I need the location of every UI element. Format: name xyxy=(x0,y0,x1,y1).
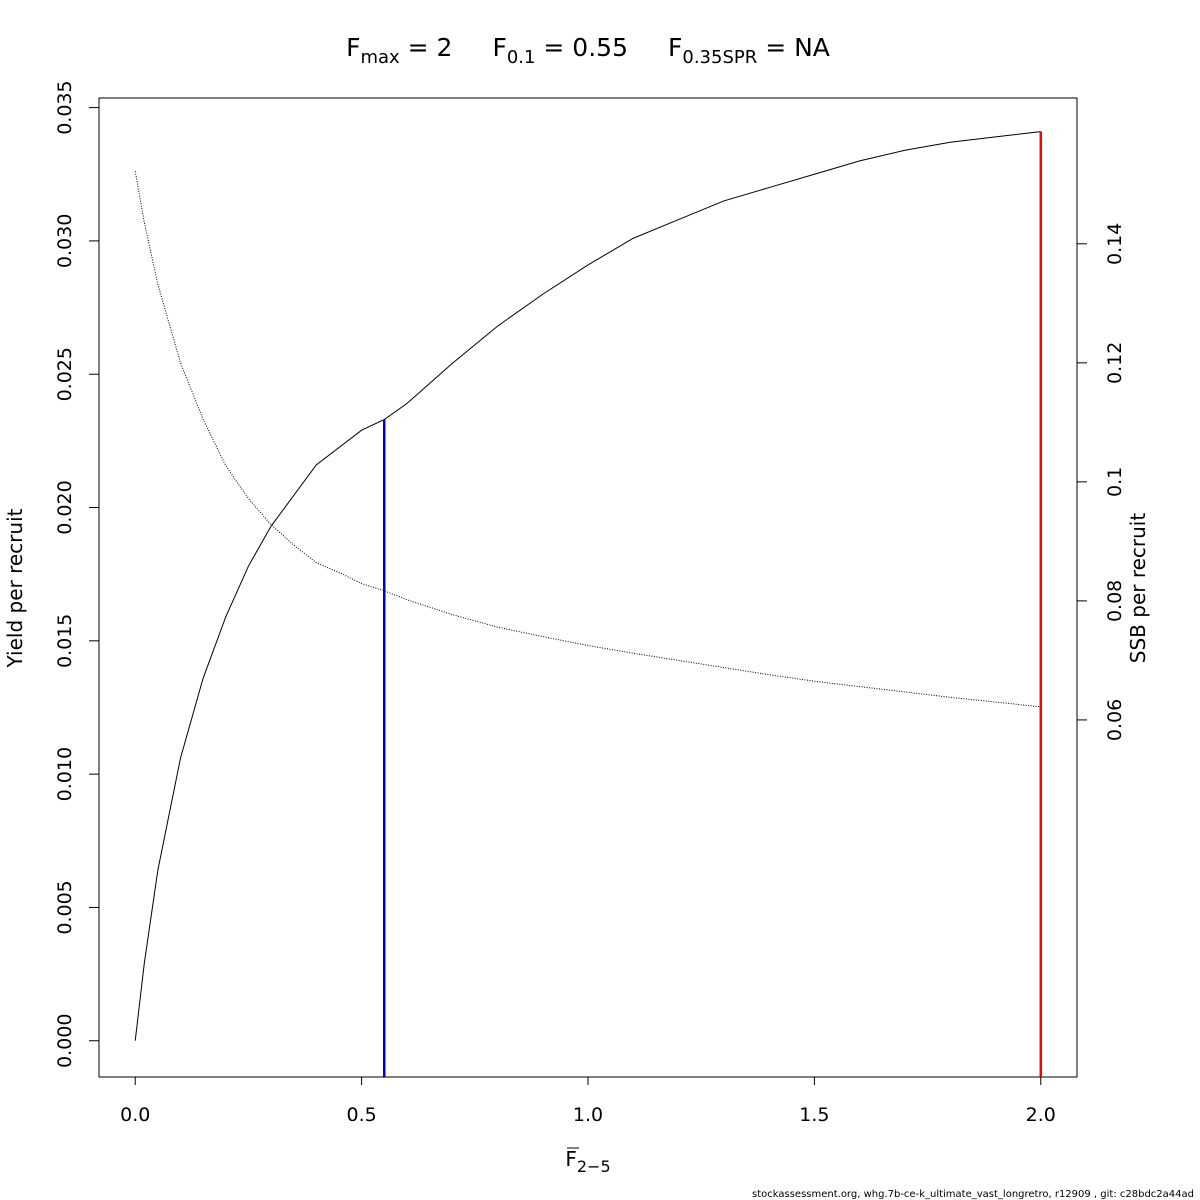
ssb-per-recruit-curve xyxy=(134,171,1041,708)
y-axis-title: Yield per recruit xyxy=(3,508,27,668)
title-symbol: F xyxy=(668,33,682,62)
y-tick-label: 0.015 xyxy=(54,614,76,668)
chart-title: Fmax = 2 F0.1 = 0.55 F0.35SPR = NA xyxy=(346,33,830,68)
title-subscript: 0.1 xyxy=(507,47,536,68)
y-axis-left: 0.000 0.005 0.010 0.015 0.020 0.025 0.030 0.035 xyxy=(54,80,100,1068)
reference-lines xyxy=(383,131,1043,1077)
y2-tick-label: 0.08 xyxy=(1104,580,1126,622)
x-tick-label: 1.5 xyxy=(799,1104,829,1126)
y2-tick-label: 0.14 xyxy=(1104,223,1126,265)
series-group xyxy=(134,131,1041,1041)
yield-per-recruit-curve xyxy=(134,131,1041,1041)
y-tick-label: 0.010 xyxy=(54,747,76,801)
x-title-subscript: 2−5 xyxy=(577,1157,611,1176)
title-subscript: max xyxy=(360,47,400,68)
plot-frame xyxy=(98,97,1078,1078)
title-symbol: F xyxy=(346,33,360,62)
x-tick-label: 1.0 xyxy=(573,1104,603,1126)
y2-tick-label: 0.12 xyxy=(1104,342,1126,384)
title-subscript: 0.35SPR xyxy=(682,47,757,68)
x-tick-label: 0.5 xyxy=(347,1104,377,1126)
title-text: Fmax = 2 F0.1 = 0.55 F0.35SPR = NA xyxy=(346,33,830,68)
y-tick-label: 0.000 xyxy=(54,1014,76,1068)
y-axis-right: 0.06 0.08 0.1 0.12 0.14 xyxy=(1076,223,1126,741)
x-title-symbol: F xyxy=(565,1147,577,1171)
y-tick-label: 0.035 xyxy=(54,80,76,134)
x-axis-title: F2−5 xyxy=(565,1147,610,1176)
x-tick-label: 2.0 xyxy=(1026,1104,1056,1126)
y2-axis-title: SSB per recruit xyxy=(1126,513,1150,664)
title-value: = 2 xyxy=(400,33,453,62)
x-title-text: F2−5 xyxy=(565,1147,610,1176)
y2-tick-label: 0.1 xyxy=(1104,467,1126,497)
title-value: = 0.55 xyxy=(535,33,628,62)
title-symbol: F xyxy=(492,33,506,62)
y-tick-label: 0.020 xyxy=(54,480,76,534)
y-tick-label: 0.025 xyxy=(54,347,76,401)
footer-text: stockassessment.org, whg.7b-ce-k_ultimat… xyxy=(752,1189,1194,1200)
title-value: = NA xyxy=(757,33,830,62)
y2-tick-label: 0.06 xyxy=(1104,699,1126,741)
y-tick-label: 0.005 xyxy=(54,880,76,934)
x-axis: 0.0 0.5 1.0 1.5 2.0 xyxy=(120,1076,1056,1126)
y-tick-label: 0.030 xyxy=(54,214,76,268)
x-tick-label: 0.0 xyxy=(120,1104,150,1126)
